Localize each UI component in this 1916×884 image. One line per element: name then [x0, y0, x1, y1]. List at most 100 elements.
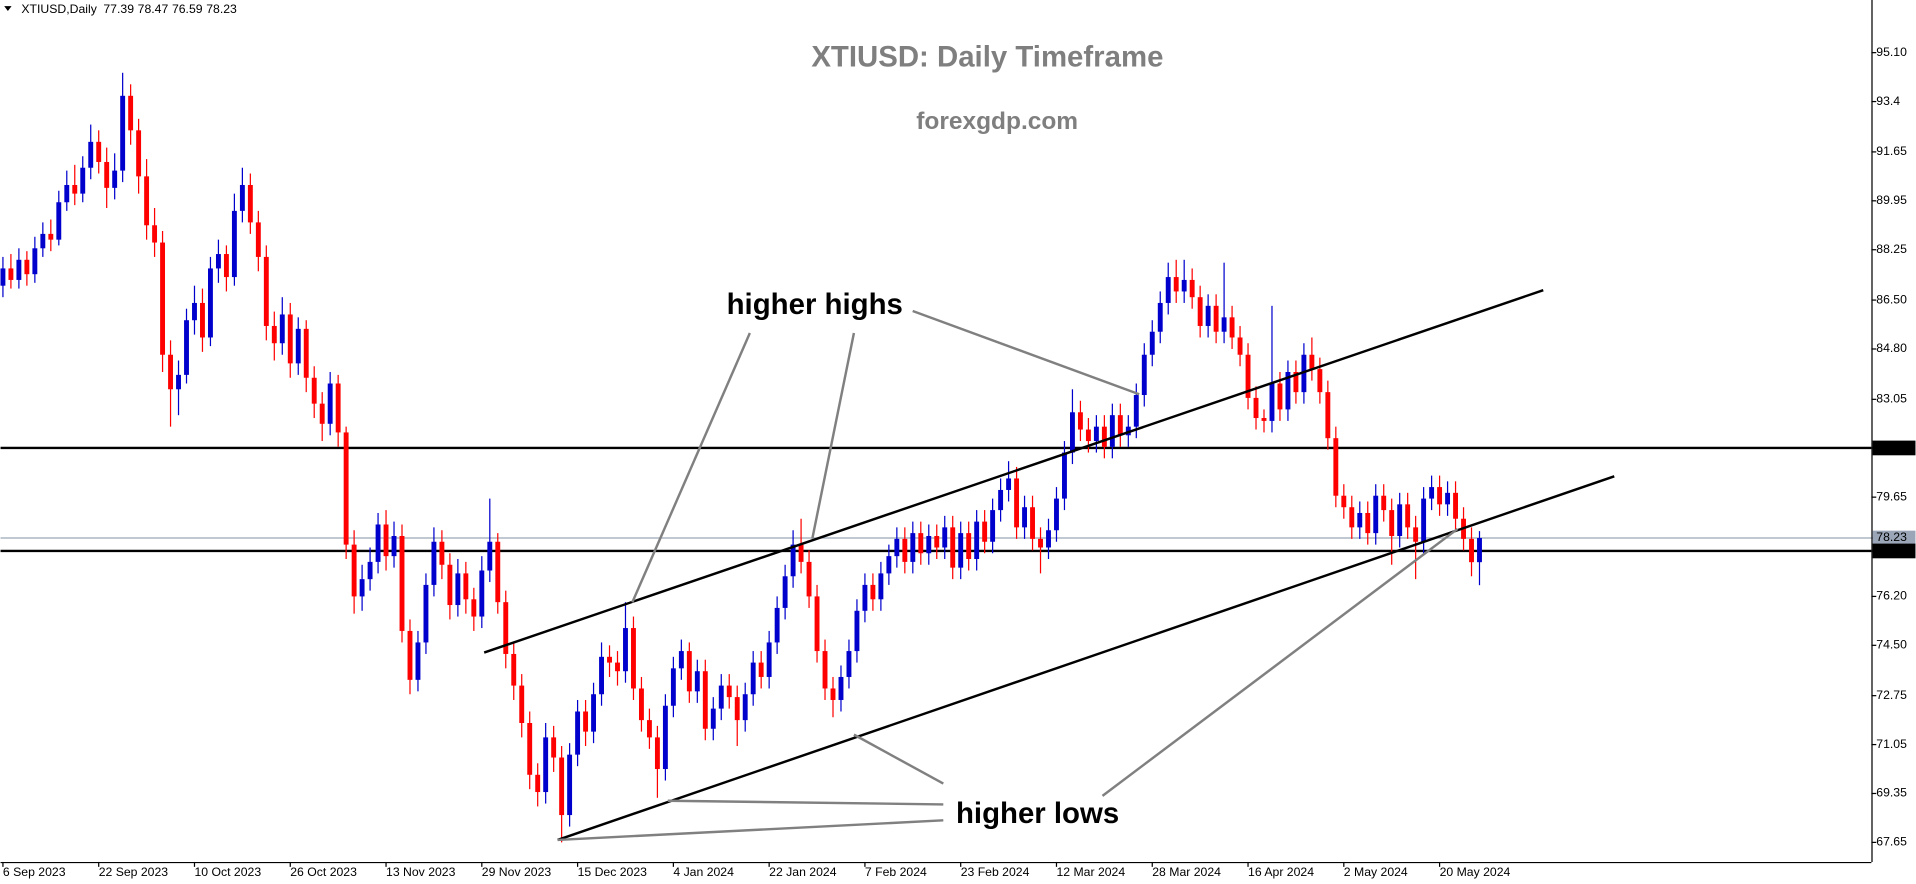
- y-tick-label: 79.65: [1876, 489, 1907, 503]
- candle-body: [527, 723, 533, 775]
- candle-body: [88, 141, 94, 168]
- candle-body: [1277, 383, 1283, 410]
- candle-body: [974, 521, 980, 560]
- ohlc-close: 78.23: [206, 2, 237, 16]
- x-tick-label: 15 Dec 2023: [578, 865, 648, 879]
- candle-body: [646, 720, 652, 738]
- candle-body: [32, 248, 38, 275]
- candle-body: [168, 354, 173, 390]
- x-tick-label: 22 Jan 2024: [769, 865, 837, 879]
- candle-body: [1197, 297, 1203, 326]
- candle-body: [1309, 354, 1315, 370]
- annotation: higher highs: [727, 288, 903, 321]
- y-tick-label: 77.78: [1876, 543, 1907, 557]
- candle-body: [72, 184, 78, 194]
- lower-trend-line: [557, 475, 1615, 842]
- y-tick-label: 89.95: [1876, 193, 1907, 207]
- candle-body: [1030, 507, 1035, 539]
- price-label-box: [1872, 530, 1916, 546]
- x-tick-label: 22 Sep 2023: [99, 865, 169, 879]
- candle-body: [1062, 452, 1067, 499]
- y-tick-label: 67.65: [1876, 835, 1907, 849]
- candle-body: [295, 328, 301, 364]
- candle-body: [1022, 507, 1028, 528]
- x-tick-label: 10 Oct 2023: [194, 865, 261, 879]
- candle-body: [830, 688, 836, 700]
- candle-body: [559, 757, 565, 816]
- x-tick-label: 29 Nov 2023: [482, 865, 552, 879]
- candle-body: [487, 541, 493, 571]
- candle-body: [1038, 538, 1043, 548]
- candle-body: [1285, 372, 1291, 410]
- y-tick-label: 74.50: [1876, 638, 1907, 652]
- candle-body: [990, 510, 996, 542]
- axes: 95.10 93.4 91.65 89.95 88.25 86.50 84.80 83.05 8…: [2, 45, 1916, 879]
- x-tick-label: 28 Mar 2024: [1152, 865, 1221, 879]
- candle-body: [567, 754, 573, 816]
- candle-body: [200, 302, 205, 338]
- candle-body: [662, 705, 668, 770]
- candle-body: [391, 535, 397, 557]
- x-tick-label: 6 Sep 2023: [3, 865, 66, 879]
- candle-body: [1445, 492, 1451, 505]
- candle-body: [1006, 478, 1012, 490]
- candle-body: [271, 325, 277, 344]
- candle-body: [231, 210, 237, 278]
- trend-lines: [483, 289, 1615, 842]
- candle-body: [734, 697, 740, 721]
- pointer: [631, 332, 751, 603]
- candle-body: [447, 564, 453, 606]
- candle-body: [615, 662, 620, 672]
- candle-body: [575, 711, 581, 755]
- candle-body: [247, 184, 253, 223]
- chart-title: XTIUSD: Daily Timeframe: [811, 41, 1163, 74]
- candle-body: [0, 268, 6, 286]
- candle-body: [471, 599, 477, 617]
- candle-body: [48, 233, 54, 240]
- candle-body: [263, 256, 269, 326]
- candle-body: [192, 302, 197, 321]
- candle-body: [1293, 372, 1299, 393]
- candle-body: [806, 561, 812, 597]
- candle-body: [1421, 498, 1427, 542]
- candle-body: [623, 628, 628, 672]
- candle-body: [367, 561, 373, 580]
- candle-body: [503, 602, 509, 654]
- y-tick-label: 93.4: [1876, 94, 1900, 108]
- candle-body: [966, 533, 972, 560]
- pointer: [667, 799, 944, 806]
- candle-body: [958, 533, 964, 568]
- candle-body: [319, 403, 325, 424]
- candle-body: [351, 544, 357, 597]
- pointer: [811, 332, 856, 539]
- candle-body: [303, 328, 309, 378]
- candle-body: [1453, 492, 1459, 519]
- candle-body: [311, 377, 317, 404]
- candle-body: [1325, 392, 1331, 439]
- candle-body: [862, 584, 868, 611]
- price-label-box: [1872, 440, 1916, 456]
- y-tick-label: 78.23: [1876, 530, 1907, 544]
- candle-body: [942, 527, 948, 548]
- candle-body: [1149, 331, 1155, 355]
- candle-body: [543, 737, 549, 793]
- candle-body: [1365, 512, 1371, 534]
- candle-body: [24, 259, 30, 275]
- candle-body: [495, 541, 501, 603]
- candle-body: [1069, 412, 1075, 453]
- candle-body: [1213, 305, 1219, 332]
- menu-icon[interactable]: [4, 6, 12, 12]
- candle-body: [1237, 337, 1243, 355]
- annotation-pointers: [557, 309, 1459, 842]
- candle-body: [479, 570, 485, 617]
- candle-body: [1253, 397, 1259, 419]
- symbol-label: XTIUSD,Daily: [21, 2, 97, 16]
- candle-body: [1221, 317, 1227, 332]
- candle-body: [591, 694, 597, 732]
- candle-body: [415, 642, 421, 680]
- candle-body: [1317, 369, 1323, 393]
- candle-body: [726, 685, 732, 698]
- candle-body: [1477, 538, 1482, 563]
- candle-body: [463, 573, 469, 600]
- candle-body: [287, 314, 293, 364]
